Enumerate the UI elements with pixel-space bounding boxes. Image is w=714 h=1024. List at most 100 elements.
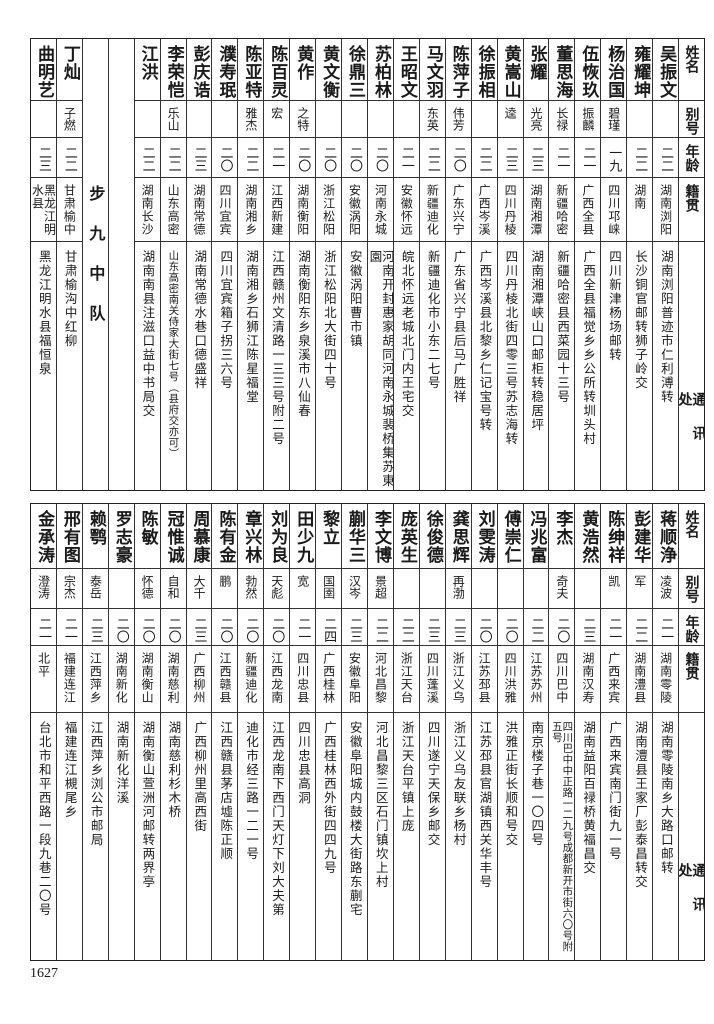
- cell-native-place: 江苏苏州: [523, 646, 549, 713]
- cell-alias: 澄涛: [31, 569, 56, 609]
- cell-age: 二二: [393, 609, 419, 646]
- person-address: 长沙铜官邮转狮子岭交: [632, 250, 648, 390]
- person-name: 冯兆富: [526, 510, 547, 564]
- cell-age: 二三: [186, 138, 212, 178]
- person-age: 二〇: [450, 146, 466, 172]
- person-name: 陈绅祥: [604, 510, 625, 564]
- person-name: 陈有金: [215, 510, 236, 564]
- cell-alias: 奇夫: [549, 569, 575, 609]
- cell-native-place: 湖南: [627, 178, 653, 242]
- cell-native-place: 四川丹棱: [497, 178, 523, 242]
- person-native-place: 河北昌黎: [373, 652, 388, 704]
- person-address: 湖南衡山萱洲河邮转两界亭: [140, 721, 156, 889]
- person-column: 徐振相 二二 广西岑溪 广西岑溪县北黎乡仁记宝号转: [470, 39, 497, 490]
- header-label: 籍贯: [683, 652, 700, 680]
- person-name: 龚思辉: [448, 510, 469, 564]
- cell-name: 苏柏林: [368, 39, 393, 101]
- cell-age: 二三: [575, 609, 601, 646]
- person-age: 二二: [139, 146, 155, 172]
- person-column: 赖鹗 泰岳 二三 江西萍乡 江西萍乡浏公市邮局: [81, 504, 108, 960]
- cell-name: 赖鹗: [82, 504, 108, 569]
- person-alias: 澄涛: [36, 575, 51, 599]
- person-column: 苏柏林 二〇 河南永城 河南开封惠家胡同河南永城裴桥集苏東園: [367, 39, 393, 490]
- person-column: 刘雯涛 二〇 江苏邳县 江苏邳县官湖镇西关华丰号: [470, 504, 497, 960]
- cell-address: 广西桂林西外街四四九号: [316, 713, 341, 960]
- person-age: 二〇: [295, 146, 311, 172]
- cell-age: 二一: [56, 609, 82, 646]
- cell-alias: 鹏: [212, 569, 238, 609]
- cell-alias: 自和: [160, 569, 186, 609]
- cell-name: 刘雯涛: [471, 504, 497, 569]
- cell-alias: [186, 101, 212, 138]
- person-column: 庞英生 二二 浙江天台 浙江天台平镇上庞: [392, 504, 419, 960]
- person-address: 新疆迪化市小东二七号: [425, 250, 441, 390]
- cell-alias: 宽: [290, 569, 316, 609]
- cell-alias: 之特: [290, 101, 316, 138]
- cell-alias: 光亮: [523, 101, 549, 138]
- person-alias: 景超: [373, 575, 388, 599]
- person-address: 四川宜宾箱子拐三六号: [218, 250, 234, 390]
- person-age: 二三: [87, 617, 103, 643]
- person-address: 湖南南县注滋口益中书局交: [140, 250, 156, 418]
- person-address: 安徽涡阳曹市镇: [347, 250, 363, 348]
- cell-age: 二〇: [445, 138, 471, 178]
- person-column: 李文博 景超 二二 河北昌黎 河北昌黎三区石门镇坎上村: [367, 504, 393, 960]
- person-age: 二〇: [476, 617, 492, 643]
- cell-alias: [368, 101, 393, 138]
- cell-native-place: 湖南汉寿: [575, 646, 601, 713]
- person-column: 彭建华军二二 湖南澧县 湖南澧县王家厂彭泰昌转交: [626, 504, 653, 960]
- cell-native-place: 黑龙江明水县: [31, 178, 56, 242]
- person-column: 傅崇仁 二〇 四川洪雅 洪雅正街长顺和号交: [496, 504, 523, 960]
- cell-age: 二三: [82, 609, 108, 646]
- person-column: 陈百灵宏二一 江西新建 江西赣州文清路一三三号附二号: [263, 39, 290, 490]
- person-alias: 天彪: [269, 575, 284, 599]
- cell-name: 陈敏: [134, 504, 160, 569]
- person-column: 黄浩然 二三 湖南汉寿 湖南益阳百禄桥黄福昌交: [574, 504, 601, 960]
- cell-age: 二一: [549, 138, 575, 178]
- person-native-place: 湖南长沙: [140, 184, 155, 236]
- cell-age: 二〇: [264, 609, 290, 646]
- cell-native-place: 湖南浏阳: [653, 178, 679, 242]
- person-column: 金承涛 澄涛 二一 北平 台北市和平西路一段九巷二〇号: [31, 504, 56, 960]
- header-cell-name: 姓名: [679, 39, 704, 101]
- person-name: 罗志豪: [111, 510, 132, 564]
- person-alias: 怀德: [140, 575, 155, 599]
- cell-alias: [471, 569, 497, 609]
- cell-alias: 宏: [264, 101, 290, 138]
- person-address: 浙江松阳北大街四十号: [321, 250, 337, 390]
- cell-alias: 怀德: [134, 569, 160, 609]
- cell-native-place: 江苏邳县: [471, 646, 497, 713]
- cell-native-place: 浙江义乌: [445, 646, 471, 713]
- cell-name: 丁灿: [56, 39, 82, 101]
- person-alias: 东英: [425, 107, 440, 131]
- cell-age: 二二: [160, 138, 186, 178]
- person-column: 江洪 二二 湖南长沙 湖南南县注滋口益中书局交: [133, 39, 160, 490]
- cell-age: 二二: [419, 138, 445, 178]
- person-name: 雍耀坤: [630, 45, 651, 99]
- cell-address: 河南开封惠家胡同河南永城裴桥集苏東園: [368, 242, 393, 490]
- cell-name: 罗志豪: [108, 504, 134, 569]
- cell-name: 彭庆诰: [186, 39, 212, 101]
- cell-name: 王昭文: [393, 39, 419, 101]
- person-age: 二〇: [217, 146, 233, 172]
- cell-age: 二〇: [160, 609, 186, 646]
- person-address: 甘肃榆沟中红柳: [62, 250, 78, 348]
- person-address: 湖南澧县王家厂彭泰昌转交: [632, 721, 648, 889]
- header-label: 通讯处: [679, 392, 704, 460]
- person-name: 冠惟诚: [163, 510, 184, 564]
- cell-address: 四川新津杨场邮转: [601, 242, 626, 490]
- person-name: 李杰: [552, 510, 573, 546]
- cell-age: 二二: [134, 138, 160, 178]
- person-column: 蒯华三 汉岑 二三 安徽阜阳 安徽阜阳城内鼓楼大街路东蒯宅: [341, 504, 368, 960]
- cell-address: 黑龙江明水县福恒泉: [31, 242, 56, 490]
- person-age: 二二: [165, 146, 181, 172]
- person-native-place: 湖南汉寿: [580, 652, 595, 704]
- cell-address: 江西赣州文清路一三三号附二号: [264, 242, 289, 490]
- person-column: 黄嵩山逵二三 四川丹棱 四川丹棱北街四零三号苏志海转: [496, 39, 523, 490]
- header-label: 年龄: [683, 144, 700, 172]
- person-age: 二四: [321, 617, 337, 643]
- cell-age: 二〇: [497, 609, 523, 646]
- cell-native-place: 安徽阜阳: [342, 646, 368, 713]
- person-column: 刘为良 天彪 二〇 江西龙南 江西龙南下西门天灯下刘大夫第: [263, 504, 290, 960]
- person-name: 金承涛: [33, 510, 54, 564]
